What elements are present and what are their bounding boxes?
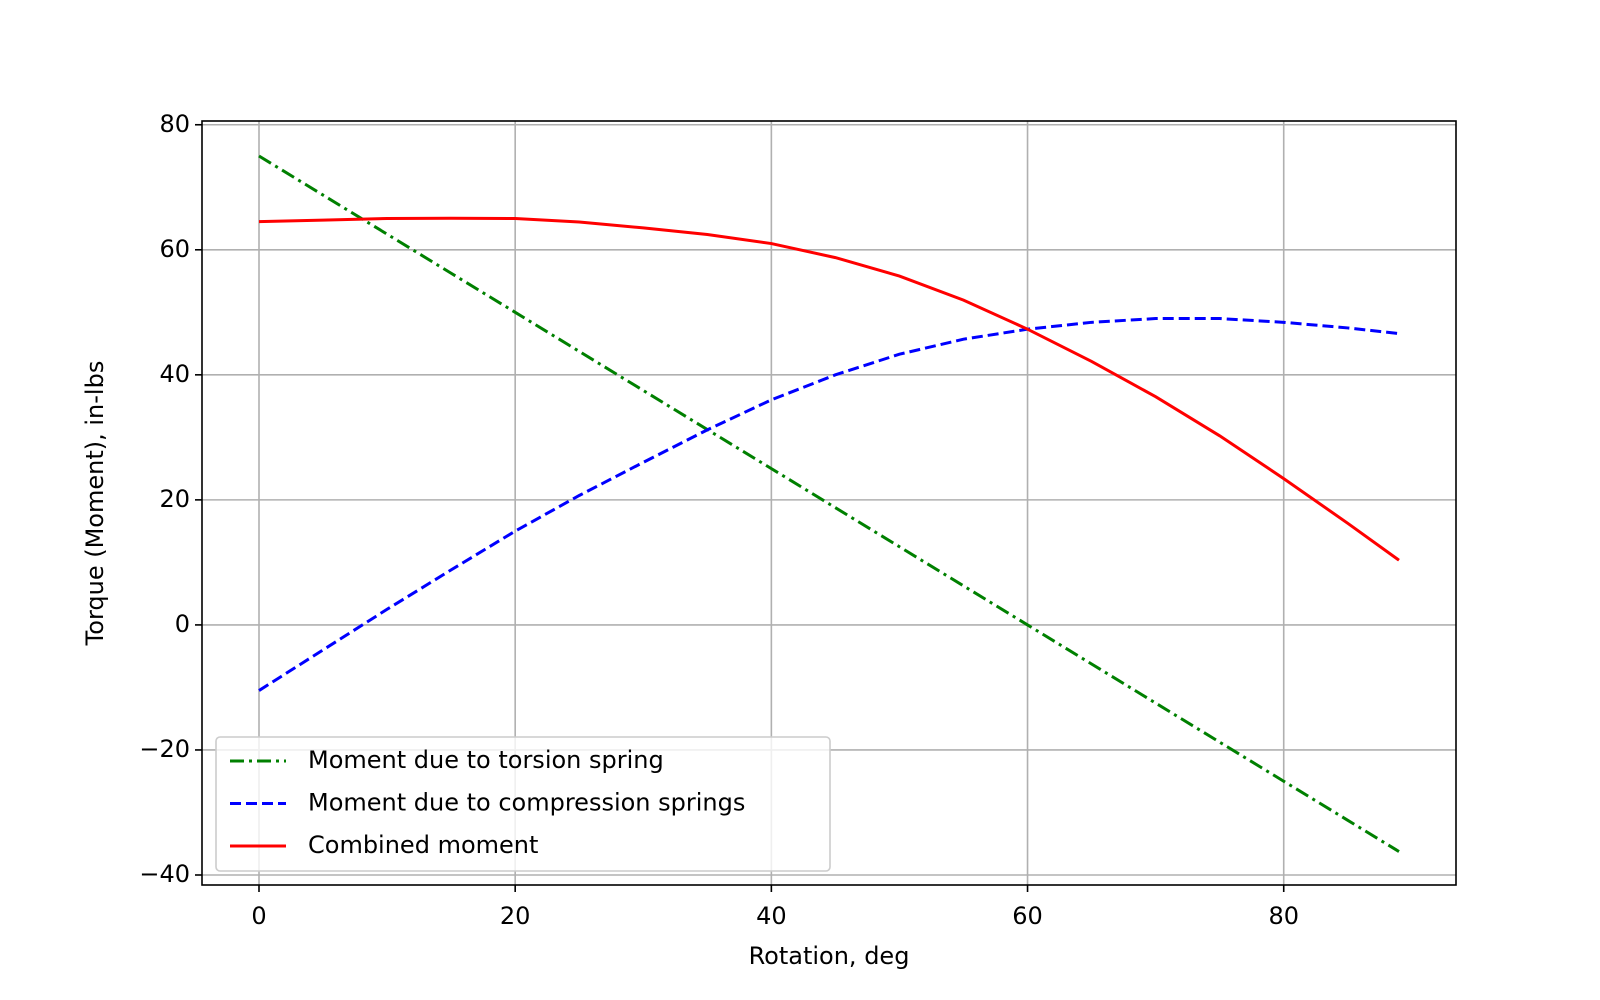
y-tick-label: 80: [159, 110, 190, 138]
x-tick-label: 0: [251, 902, 266, 930]
y-axis-label: Torque (Moment), in-lbs: [81, 361, 109, 647]
y-tick-label: 20: [159, 485, 190, 513]
x-tick-label: 60: [1012, 902, 1043, 930]
series-line: [258, 154, 1400, 853]
legend-label: Moment due to compression springs: [308, 789, 745, 817]
legend-label: Combined moment: [308, 831, 538, 859]
y-tick-label: 60: [159, 235, 190, 263]
plot-frame: [201, 120, 1457, 886]
x-tick-label: 40: [756, 902, 787, 930]
x-axis-label: Rotation, deg: [749, 942, 910, 970]
x-tick-label: 20: [500, 902, 531, 930]
y-tick-label: −20: [139, 735, 190, 763]
y-tick-label: 0: [175, 610, 190, 638]
series-line: [258, 317, 1400, 692]
x-tick-label: 80: [1268, 902, 1299, 930]
legend: Moment due to torsion spring Moment due t…: [215, 736, 831, 872]
legend-box: [215, 736, 831, 872]
y-tick-label: 40: [159, 360, 190, 388]
series-line: [258, 216, 1400, 562]
y-tick-label: −40: [139, 860, 190, 888]
legend-label: Moment due to torsion spring: [308, 746, 664, 774]
